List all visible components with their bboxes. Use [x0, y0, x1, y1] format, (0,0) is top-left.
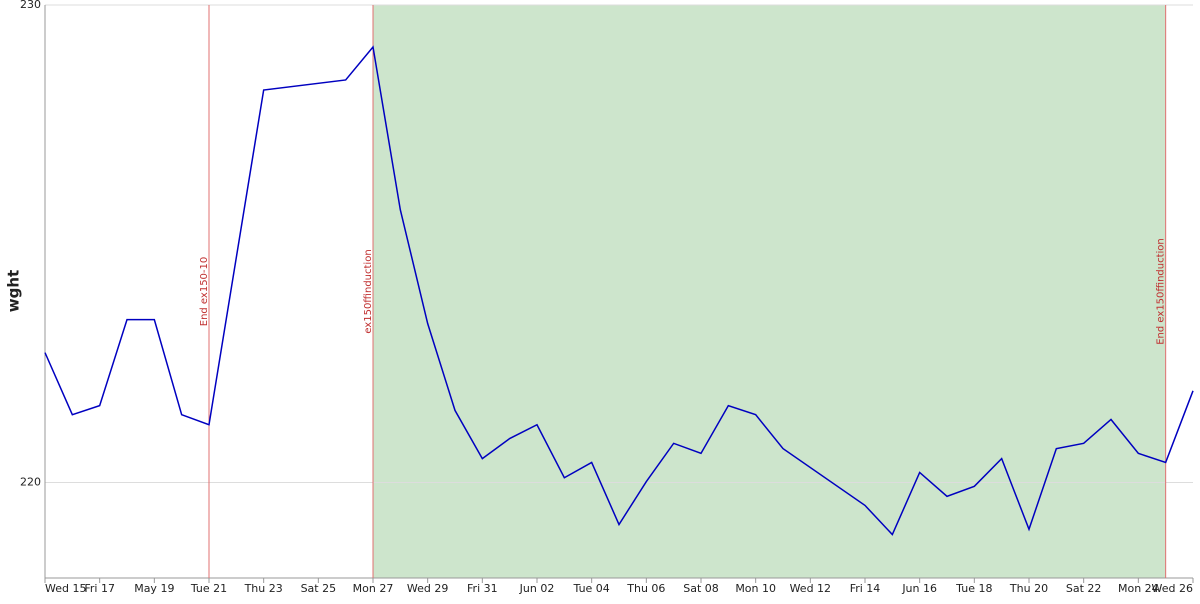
y-tick-label: 220 [20, 476, 41, 489]
y-tick-label: 230 [20, 0, 41, 11]
x-tick-label: May 19 [134, 582, 174, 595]
x-tick-label: Thu 06 [626, 582, 665, 595]
x-tick-label: Tue 21 [190, 582, 227, 595]
x-tick-label: Thu 20 [1009, 582, 1048, 595]
y-axis-label: wght [5, 270, 23, 312]
x-tick-label: Thu 23 [244, 582, 283, 595]
x-tick-label: Jun 02 [519, 582, 555, 595]
shaded-region [373, 5, 1166, 578]
x-tick-label: Wed 26 [1152, 582, 1193, 595]
data-line [44, 45, 1194, 536]
x-tick-label: Sat 25 [301, 582, 337, 595]
x-tick-label: Tue 18 [955, 582, 992, 595]
x-tick-label: Mon 10 [735, 582, 776, 595]
x-tick-label: Fri 14 [850, 582, 881, 595]
annotation-label: ex150ffinduction [363, 249, 374, 333]
x-tick-label: Jun 16 [901, 582, 937, 595]
x-tick-label: Wed 29 [407, 582, 448, 595]
x-tick-label: Fri 31 [467, 582, 498, 595]
annotation-label: End ex150ffinduction [1156, 238, 1167, 345]
x-tick-label: Wed 12 [790, 582, 831, 595]
x-tick-label: Sat 08 [683, 582, 719, 595]
x-tick-label: Mon 27 [353, 582, 394, 595]
x-tick-label: Sat 22 [1066, 582, 1102, 595]
x-tick-label: Fri 17 [84, 582, 115, 595]
x-tick-label: Tue 04 [573, 582, 610, 595]
x-tick-label: Mon 24 [1118, 582, 1159, 595]
x-tick-label: Wed 15 [45, 582, 86, 595]
annotation-label: End ex150-10 [199, 257, 210, 327]
